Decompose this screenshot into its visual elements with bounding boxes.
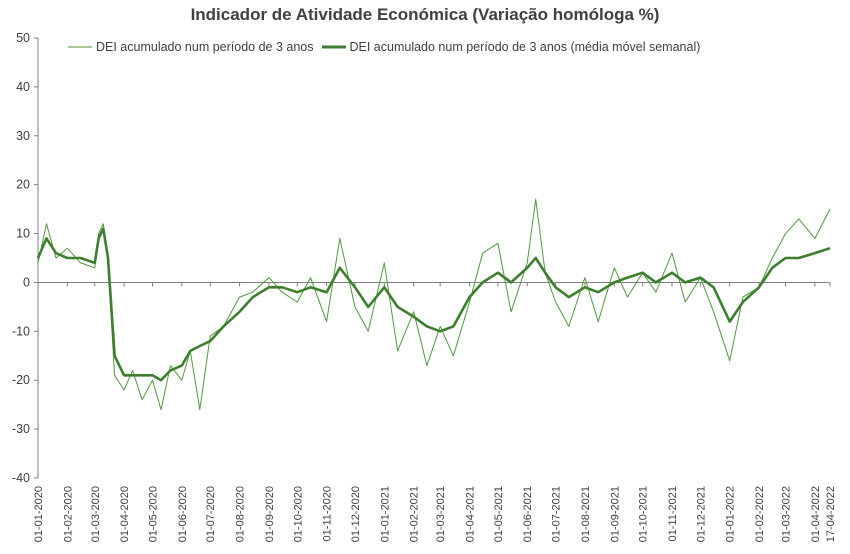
y-tick-label: 30 <box>16 129 30 143</box>
x-tick-label: 17-04-2022 <box>825 486 837 542</box>
x-tick-label: 01-01-2021 <box>379 486 391 542</box>
x-tick-label: 01-03-2020 <box>90 486 102 542</box>
legend: DEI acumulado num período de 3 anos DEI … <box>68 40 708 54</box>
x-tick-label: 01-06-2020 <box>177 486 189 542</box>
x-tick-label: 01-03-2021 <box>435 486 447 542</box>
legend-swatch-thick-line <box>321 45 346 49</box>
series-line-2 <box>36 227 831 382</box>
x-tick-label: 01-01-2022 <box>725 486 737 542</box>
legend-swatch-thin-line <box>68 46 92 48</box>
y-tick-label: -30 <box>12 422 30 436</box>
x-tick-label: 01-02-2020 <box>62 486 74 542</box>
x-tick-label: 01-12-2021 <box>695 486 707 542</box>
y-tick-label: 50 <box>16 31 30 45</box>
x-tick-label: 01-05-2021 <box>493 486 505 542</box>
x-tick-label: 01-09-2021 <box>609 486 621 542</box>
x-tick-label: 01-10-2021 <box>638 486 650 542</box>
x-tick-label: 01-05-2020 <box>147 486 159 542</box>
y-tick-label: 0 <box>23 275 30 289</box>
y-tick-label: -40 <box>12 471 30 485</box>
y-tick-label: -10 <box>12 324 30 338</box>
x-tick-label: 01-03-2022 <box>781 486 793 542</box>
x-tick-label: 01-10-2020 <box>292 486 304 542</box>
legend-label-series-2: DEI acumulado num período de 3 anos (méd… <box>349 40 701 54</box>
legend-label-series-1: DEI acumulado num período de 3 anos <box>96 40 314 54</box>
y-tick-label: 40 <box>16 80 30 94</box>
x-tick-label: 01-04-2021 <box>464 486 476 542</box>
chart-title: Indicador de Atividade Económica (Variaç… <box>190 5 660 24</box>
x-tick-label: 01-07-2021 <box>551 486 563 542</box>
y-tick-label: -20 <box>12 373 30 387</box>
x-tick-label: 01-11-2020 <box>322 486 334 541</box>
x-tick-label: 01-02-2021 <box>409 486 421 542</box>
y-tick-label: 20 <box>16 178 30 192</box>
legend-item-series-1: DEI acumulado num período de 3 anos <box>68 40 314 54</box>
x-tick-label: 01-04-2020 <box>119 486 131 542</box>
x-tick-label: 01-02-2022 <box>754 486 766 542</box>
x-tick-label: 01-12-2020 <box>350 486 362 542</box>
legend-item-series-2: DEI acumulado num período de 3 anos (méd… <box>321 40 701 54</box>
x-tick-label: 01-08-2021 <box>580 486 592 542</box>
x-tick-label: 01-09-2020 <box>264 486 276 542</box>
x-tick-label: 01-07-2020 <box>205 486 217 542</box>
y-tick-label: 10 <box>16 227 30 241</box>
x-tick-label: 01-01-2020 <box>33 486 45 542</box>
x-tick-label: 01-04-2022 <box>810 486 822 542</box>
x-tick-label: 01-11-2021 <box>667 486 679 541</box>
x-tick-label: 01-06-2021 <box>522 486 534 542</box>
x-tick-label: 01-08-2020 <box>235 486 247 542</box>
